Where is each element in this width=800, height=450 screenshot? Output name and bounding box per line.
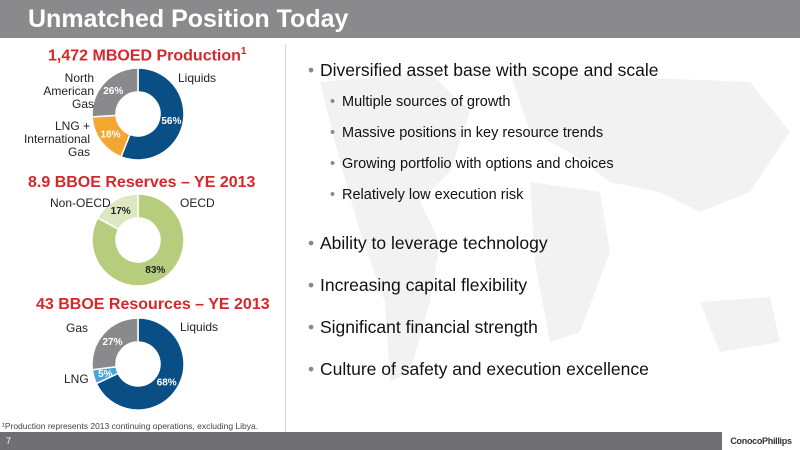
- bullet-list: Diversified asset base with scope and sc…: [308, 58, 788, 382]
- bullet-item: Increasing capital flexibility: [308, 273, 788, 298]
- company-logo: ConocoPhillips: [722, 432, 800, 450]
- bullet-item: Ability to leverage technology: [308, 231, 788, 256]
- donut-value-label: 56%: [161, 116, 181, 127]
- donut-slice-liquids: [95, 317, 185, 411]
- title-bar: [0, 0, 800, 38]
- resources-label-gas: Gas: [66, 321, 89, 335]
- sub-bullet-item: Relatively low execution risk: [308, 180, 788, 211]
- page-number: 7: [6, 436, 12, 446]
- donut-value-label: 68%: [157, 378, 177, 389]
- donut-value-label: 26%: [103, 86, 123, 97]
- donut-value-label: 83%: [145, 265, 165, 276]
- production-donut-chart: 56% 18% 26%: [91, 67, 185, 161]
- footnote: ¹Production represents 2013 continuing o…: [2, 421, 259, 431]
- sub-bullet-item: Massive positions in key resource trends: [308, 118, 788, 149]
- map-africa: [530, 182, 610, 342]
- donut-slice-north-american-gas: [91, 67, 139, 118]
- vertical-divider: [285, 44, 286, 432]
- reserves-chart-title: 8.9 BBOE Reserves – YE 2013: [28, 174, 256, 191]
- donut-value-label: 18%: [100, 129, 120, 140]
- donut-value-label: 17%: [111, 206, 131, 217]
- donut-slice-gas: [91, 317, 139, 371]
- sub-bullet-item: Multiple sources of growth: [308, 87, 788, 118]
- donut-slice-non-oecd: [96, 193, 139, 231]
- resources-chart-title: 43 BBOE Resources – YE 2013: [36, 296, 270, 313]
- reserves-donut-chart: 83% 17%: [91, 193, 185, 287]
- donut-value-label: 27%: [102, 337, 122, 348]
- bullet-item: Diversified asset base with scope and sc…: [308, 58, 788, 83]
- donut-value-label: 5%: [98, 369, 113, 380]
- resources-donut-chart: 68% 5% 27%: [91, 317, 185, 411]
- production-chart-title: 1,472 MBOED Production1: [48, 46, 247, 65]
- resources-label-liquids: Liquids: [180, 320, 219, 334]
- reserves-label-oecd: OECD: [180, 196, 215, 210]
- footer-bar: [0, 432, 800, 450]
- reserves-label-non-oecd: Non-OECD: [50, 196, 111, 210]
- donut-slice-liquids: [120, 67, 185, 161]
- donut-slice-oecd: [91, 193, 185, 287]
- slide-title: Unmatched Position Today: [28, 5, 349, 33]
- production-label-liquids: Liquids: [178, 71, 217, 85]
- sub-bullet-item: Growing portfolio with options and choic…: [308, 149, 788, 180]
- production-label-lng-intl: LNG + International Gas: [23, 119, 90, 159]
- bullet-item: Culture of safety and execution excellen…: [308, 357, 788, 382]
- production-label-na-gas: North American Gas: [43, 71, 94, 111]
- bullet-item: Significant financial strength: [308, 315, 788, 340]
- resources-label-lng: LNG: [64, 372, 89, 386]
